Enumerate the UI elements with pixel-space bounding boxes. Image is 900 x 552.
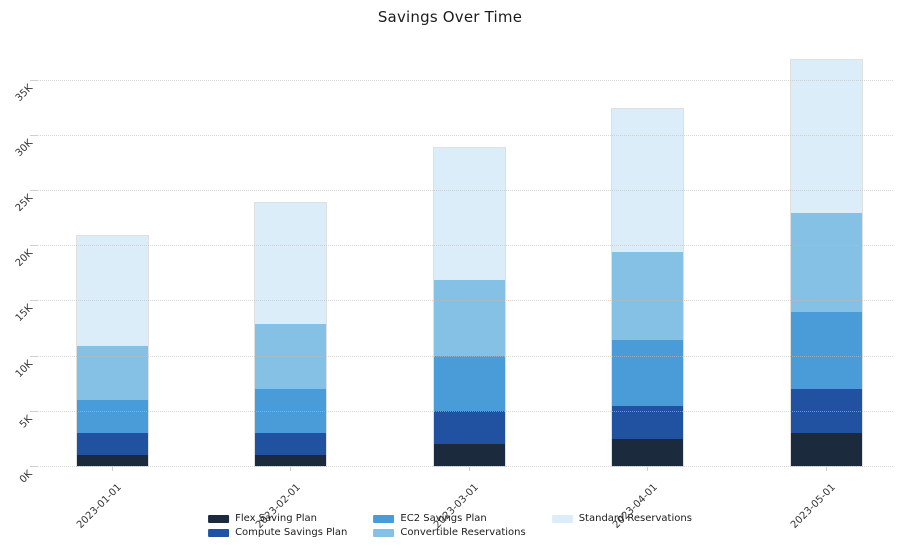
bar-segment-compute-savings-plan <box>77 433 148 456</box>
legend-item: Compute Savings Plan <box>208 527 347 538</box>
stacked-bar <box>76 235 149 467</box>
y-axis-tick-label-text: 10K <box>13 358 35 380</box>
y-axis-tick <box>30 466 37 467</box>
bar-segment-compute-savings-plan <box>790 389 862 434</box>
y-axis-tick-label-text: 30K <box>13 137 35 159</box>
x-axis-tick <box>825 467 827 471</box>
bar-segment-standard-reservations <box>77 236 148 346</box>
bar-segment-ec2-savings-plan <box>790 312 862 390</box>
y-axis-tick-label: 20K <box>0 239 34 269</box>
legend-label: Flex Saving Plan <box>235 513 317 524</box>
x-axis-tick <box>112 467 113 471</box>
legend-item: Convertible Reservations <box>373 527 526 538</box>
legend-swatch-standard-reservations <box>551 514 573 523</box>
y-axis-tick <box>30 134 37 136</box>
y-axis-tick <box>30 410 37 412</box>
bar-segment-convertible-reservations <box>255 323 327 390</box>
y-axis-tick-label: 35K <box>0 74 34 103</box>
legend: Flex Saving Plan Compute Savings Plan EC2 … <box>208 513 692 538</box>
gridline <box>37 134 893 136</box>
legend-column: Standard Reservations <box>551 513 692 524</box>
y-axis-tick-label: 10K <box>0 350 34 379</box>
bar-segment-ec2-savings-plan <box>255 389 327 434</box>
y-axis-tick <box>30 300 37 302</box>
x-axis-tick-label: 2023-01-01 <box>7 475 124 531</box>
y-axis-tick <box>30 355 37 357</box>
bar-segment-compute-savings-plan <box>612 405 684 439</box>
y-axis-tick <box>30 190 37 191</box>
plot-area: 0K 5K 10K 15K 20K 25K 30K 35K 2023-01-01 2023-02-… <box>13 56 893 531</box>
x-axis-tick-label: 2023-05-01 <box>720 475 838 531</box>
y-axis-tick-label: 5K <box>0 405 35 430</box>
bar-segment-compute-savings-plan <box>433 411 505 445</box>
legend-item: EC2 Savings Plan <box>373 513 525 524</box>
x-axis-tick-label: 2023-04-01 <box>542 475 660 531</box>
stacked-bar <box>789 58 863 467</box>
y-axis-tick <box>30 79 37 81</box>
bar-segment-flex-saving-plan <box>790 433 862 466</box>
bar-segment-convertible-reservations <box>433 279 505 357</box>
gridline <box>37 79 893 81</box>
x-axis-tick <box>468 467 470 471</box>
bar-segment-ec2-savings-plan <box>77 400 148 434</box>
legend-swatch-compute-savings-plan <box>208 528 230 537</box>
y-axis-tick-label: 0K <box>0 460 35 486</box>
chart-title: Savings Over Time <box>377 8 523 26</box>
y-axis-tick-label-text: 15K <box>13 303 35 325</box>
x-axis-tick-label: 2023-02-01 <box>185 475 303 531</box>
y-axis-tick-label-text: 5K <box>17 413 35 431</box>
bar-segment-convertible-reservations <box>790 213 862 313</box>
bar-segment-flex-saving-plan <box>433 444 505 466</box>
bar-segment-standard-reservations <box>433 147 505 280</box>
bar-segment-flex-saving-plan <box>77 455 148 466</box>
y-axis-tick-label-text: 25K <box>13 192 35 215</box>
legend-item: Flex Saving Plan <box>208 513 347 524</box>
bar-segment-standard-reservations <box>255 203 327 324</box>
legend-label: EC2 Savings Plan <box>400 513 487 524</box>
legend-swatch-convertible-reservations <box>373 528 395 537</box>
bar-segment-flex-saving-plan <box>612 438 684 466</box>
x-axis-tick <box>647 467 649 471</box>
x-axis-tick-label-text: 2023-01-01 <box>75 482 125 531</box>
stacked-bar <box>611 108 685 467</box>
x-axis-tick-label: 2023-03-01 <box>363 475 481 531</box>
x-axis-tick-label-text: 2023-05-01 <box>788 482 838 531</box>
legend-column: EC2 Savings Plan Convertible Reservations <box>373 513 526 538</box>
x-axis-tick <box>290 467 292 471</box>
stacked-bar <box>432 146 506 467</box>
y-axis-tick-label: 30K <box>0 129 34 158</box>
bar-segment-convertible-reservations <box>612 251 684 340</box>
y-axis-tick <box>30 245 37 247</box>
bar-segment-standard-reservations <box>790 59 862 214</box>
bar-segment-convertible-reservations <box>77 345 148 401</box>
y-axis-tick-label: 25K <box>0 184 34 214</box>
y-axis-tick-label-text: 35K <box>13 82 35 104</box>
legend-item: Standard Reservations <box>551 513 692 524</box>
legend-label: Standard Reservations <box>578 513 692 524</box>
bar-segment-flex-saving-plan <box>255 455 327 466</box>
legend-label: Convertible Reservations <box>400 527 526 538</box>
legend-swatch-flex-saving-plan <box>208 514 230 523</box>
legend-label: Compute Savings Plan <box>235 527 348 538</box>
bar-segment-ec2-savings-plan <box>433 356 505 412</box>
stacked-bar <box>254 202 328 467</box>
bar-segment-standard-reservations <box>612 109 684 252</box>
y-axis-tick-label: 15K <box>0 294 34 324</box>
bar-segment-ec2-savings-plan <box>612 339 684 406</box>
legend-column: Flex Saving Plan Compute Savings Plan <box>208 513 347 538</box>
bar-segment-compute-savings-plan <box>255 433 327 456</box>
y-axis-tick-label-text: 20K <box>13 247 35 270</box>
legend-swatch-ec2-savings-plan <box>373 514 395 523</box>
